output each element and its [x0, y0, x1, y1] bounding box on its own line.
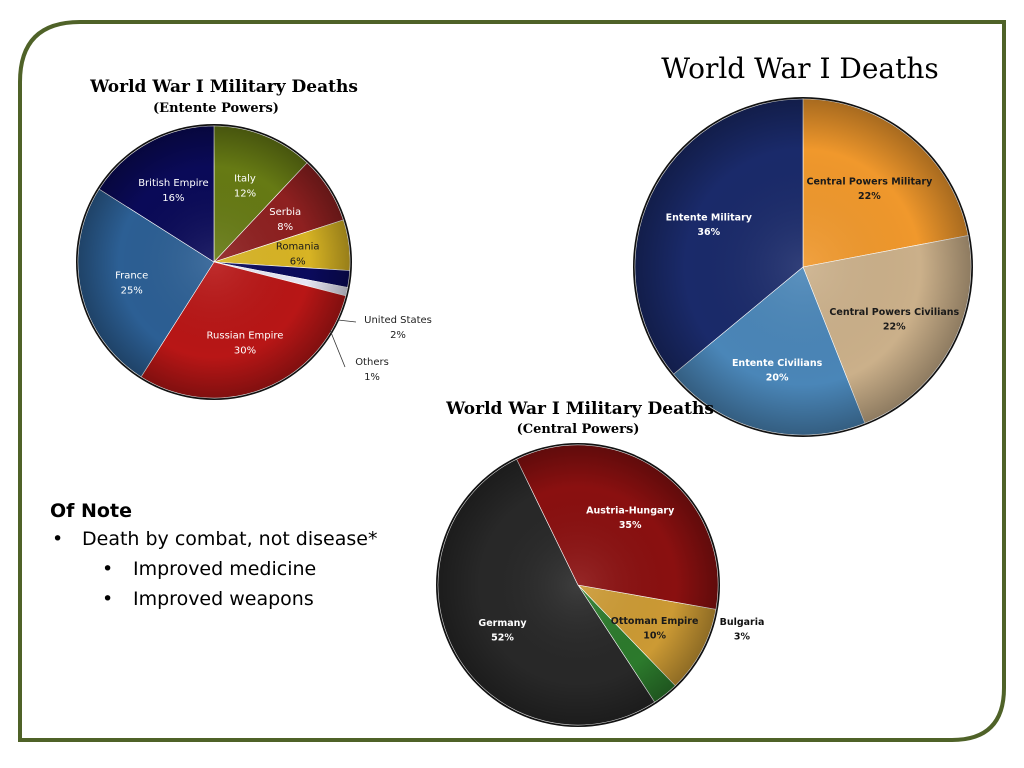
slice-value-entente-civilians: 20% — [766, 372, 789, 383]
slice-value-bulgaria: 3% — [734, 632, 751, 643]
bullet-item: Death by combat, not disease* — [50, 524, 470, 554]
chart-title: World War I Military Deaths — [445, 399, 714, 419]
chart-title: World War I Military Deaths — [89, 77, 358, 97]
slice-value-italy: 12% — [234, 189, 256, 200]
slice-value-others: 1% — [364, 372, 380, 383]
chart-entente-military: World War I Military Deaths (Entente Pow… — [76, 77, 432, 400]
notes-section: Of Note Death by combat, not disease* Im… — [50, 498, 470, 614]
notes-heading: Of Note — [50, 500, 132, 522]
chart-title: World War I Deaths — [661, 52, 939, 85]
slice-value-ottoman-empire: 10% — [643, 630, 666, 641]
slice-value-british-empire: 16% — [162, 193, 184, 204]
slice-label-british-empire: British Empire — [138, 178, 208, 189]
chart-central-military: Ottoman Empire 10% Bulgaria 3% Germany 52% Aus… — [436, 399, 764, 727]
slice-label-ottoman-empire: Ottoman Empire — [611, 616, 699, 627]
bullet-item: Improved medicine — [50, 554, 470, 584]
slice-value-central-powers-military: 22% — [858, 191, 881, 202]
slice-value-central-powers-civilians: 22% — [883, 322, 906, 333]
slice-label-central-powers-military: Central Powers Military — [807, 177, 934, 188]
pie-all-deaths: Central Powers Military 22% Central Powers… — [633, 97, 973, 437]
slice-label-france: France — [115, 270, 148, 281]
slide-border — [18, 20, 1006, 742]
slice-value-united-states: 2% — [390, 330, 406, 341]
slice-label-russian-empire: Russian Empire — [207, 330, 284, 341]
pie-central: Ottoman Empire 10% Bulgaria 3% Germany 52% Aus… — [436, 443, 764, 727]
slice-value-entente-military: 36% — [697, 227, 720, 238]
slice-label-italy: Italy — [234, 174, 256, 185]
slice-value-russian-empire: 30% — [234, 345, 256, 356]
pie-entente: Italy 12% Serbia 8% Romania 6% United States 2%… — [76, 124, 432, 400]
chart-all-deaths: World War I Deaths Central Powers Milita… — [633, 52, 973, 437]
slice-label-serbia: Serbia — [269, 207, 301, 218]
slice-label-romania: Romania — [276, 241, 320, 252]
slice-label-entente-civilians: Entente Civilians — [732, 358, 823, 369]
slice-label-germany: Germany — [478, 618, 527, 629]
chart-subtitle: (Entente Powers) — [153, 101, 279, 116]
slice-value-germany: 52% — [491, 632, 514, 643]
slice-label-austria-hungary: Austria-Hungary — [586, 506, 675, 517]
chart-subtitle: (Central Powers) — [517, 422, 640, 437]
slice-value-romania: 6% — [290, 256, 306, 267]
slice-value-serbia: 8% — [277, 222, 293, 233]
label-leader-line — [329, 329, 346, 368]
slice-label-entente-military: Entente Military — [666, 213, 753, 224]
slice-value-france: 25% — [121, 285, 143, 296]
slice-label-united-states: United States — [364, 315, 432, 326]
bullet-item: Improved weapons — [50, 584, 470, 614]
slice-value-austria-hungary: 35% — [619, 520, 642, 531]
slice-label-central-powers-civilians: Central Powers Civilians — [829, 307, 959, 318]
slice-label-bulgaria: Bulgaria — [720, 617, 765, 628]
slice-label-others: Others — [355, 357, 389, 368]
label-leader-line — [337, 319, 357, 323]
